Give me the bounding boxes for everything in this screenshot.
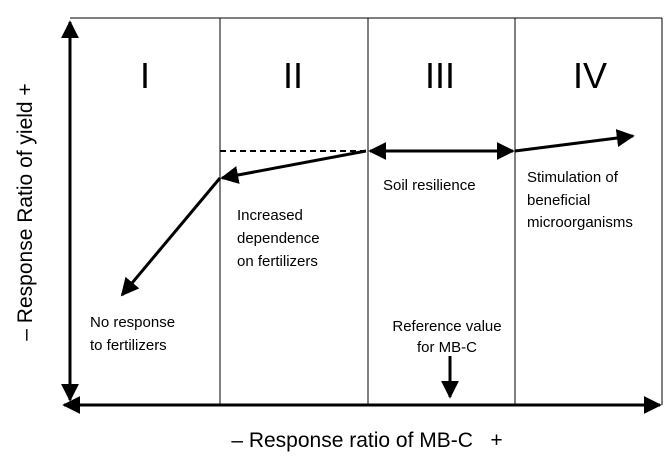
annotation: to fertilizers (90, 337, 167, 354)
annotation: No response (90, 314, 175, 331)
y-axis-label: – Response Ratio of yield + (14, 83, 37, 340)
region-label: III (425, 55, 455, 96)
arrow (120, 177, 222, 297)
annotation: Reference value (392, 318, 501, 335)
region-label: IV (573, 55, 607, 96)
arrow (514, 129, 635, 153)
annotation: for MB-C (417, 339, 477, 356)
region-label: I (140, 55, 150, 96)
annotation: Soil resilience (383, 177, 476, 194)
x-axis-label: – Response ratio of MB-C + (231, 429, 502, 452)
region-label: II (283, 55, 303, 96)
annotation: dependence (237, 230, 320, 247)
annotation: Increased (237, 207, 303, 224)
annotation: on fertilizers (237, 253, 318, 270)
annotation: microorganisms (527, 214, 633, 231)
arrow (220, 149, 367, 184)
annotation: Stimulation of (527, 169, 619, 186)
annotation: beneficial (527, 192, 590, 209)
